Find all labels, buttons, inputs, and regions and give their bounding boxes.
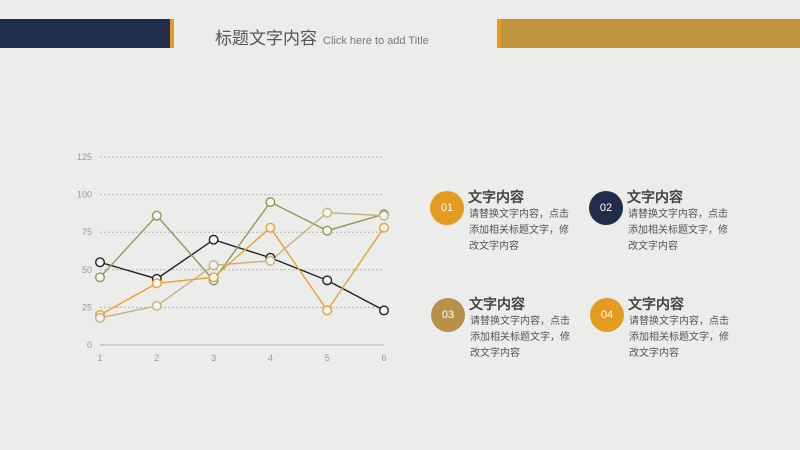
item-badge: 04 — [590, 298, 624, 332]
x-tick-label: 5 — [325, 353, 330, 363]
series-2-point — [265, 197, 276, 208]
series-4-point — [265, 255, 276, 266]
series-3-point — [208, 272, 219, 283]
x-tick-label: 4 — [268, 353, 273, 363]
series-4-point — [322, 207, 333, 218]
item-title: 文字内容 — [627, 190, 683, 206]
item-title: 文字内容 — [628, 297, 684, 313]
series-4-point — [151, 300, 162, 311]
header-accent-right — [497, 19, 501, 48]
series-line-4 — [99, 211, 385, 319]
series-3-point — [151, 278, 162, 289]
item-badge: 02 — [589, 191, 623, 225]
x-tick-label: 6 — [381, 353, 386, 363]
item-body: 请替换文字内容，点击添加相关标题文字，修改文字内容 — [629, 316, 729, 359]
series-1-point — [379, 305, 390, 316]
y-tick-label: 25 — [82, 302, 92, 312]
item-01[interactable]: 01 文字内容 请替换文字内容，点击添加相关标题文字，修改文字内容 — [430, 189, 590, 279]
item-number: 03 — [441, 309, 455, 321]
series-line-3 — [99, 226, 385, 316]
series-line-2 — [99, 201, 385, 282]
x-tick-label: 3 — [211, 353, 216, 363]
header-bar-left — [0, 19, 170, 48]
item-number: 01 — [440, 202, 454, 214]
item-title: 文字内容 — [468, 190, 524, 206]
y-tick-label: 50 — [82, 265, 92, 275]
item-badge: 03 — [431, 298, 465, 332]
item-body: 请替换文字内容，点击添加相关标题文字，修改文字内容 — [469, 209, 569, 252]
series-1-point — [322, 275, 333, 286]
series-2-point — [322, 225, 333, 236]
y-tick-label: 0 — [87, 340, 92, 350]
series-3-point — [265, 222, 276, 233]
series-2-point — [151, 210, 162, 221]
series-4-point — [379, 210, 390, 221]
series-1-point — [208, 234, 219, 245]
item-title: 文字内容 — [469, 297, 525, 313]
line-chart: 0 25 50 75 100 125 1 2 3 4 5 6 — [77, 152, 390, 363]
series-line-1 — [99, 238, 385, 312]
header-accent-left — [170, 19, 174, 48]
item-body: 请替换文字内容，点击添加相关标题文字，修改文字内容 — [628, 209, 728, 252]
item-number: 02 — [599, 202, 613, 214]
y-tick-label: 75 — [82, 227, 92, 237]
series-2-point — [95, 272, 106, 283]
series-4-point — [208, 260, 219, 271]
slide-title[interactable]: 标题文字内容 Click here to add Title — [215, 24, 429, 49]
x-tick-label: 2 — [154, 353, 159, 363]
y-tick-label: 125 — [77, 152, 92, 162]
item-body: 请替换文字内容，点击添加相关标题文字，修改文字内容 — [470, 316, 570, 359]
item-03[interactable]: 03 文字内容 请替换文字内容，点击添加相关标题文字，修改文字内容 — [431, 296, 591, 386]
y-tick-label: 100 — [77, 190, 92, 200]
series-3-point — [379, 222, 390, 233]
header-bar-right — [501, 19, 800, 48]
series-1-point — [95, 257, 106, 268]
series-3-point — [322, 305, 333, 316]
item-badge: 01 — [430, 191, 464, 225]
item-04[interactable]: 04 文字内容 请替换文字内容，点击添加相关标题文字，修改文字内容 — [590, 296, 750, 386]
title-chinese: 标题文字内容 — [215, 29, 317, 49]
x-tick-label: 1 — [97, 353, 102, 363]
item-02[interactable]: 02 文字内容 请替换文字内容，点击添加相关标题文字，修改文字内容 — [589, 189, 749, 279]
series-4-point — [95, 312, 106, 323]
title-english: Click here to add Title — [323, 35, 429, 47]
item-number: 04 — [600, 309, 614, 321]
